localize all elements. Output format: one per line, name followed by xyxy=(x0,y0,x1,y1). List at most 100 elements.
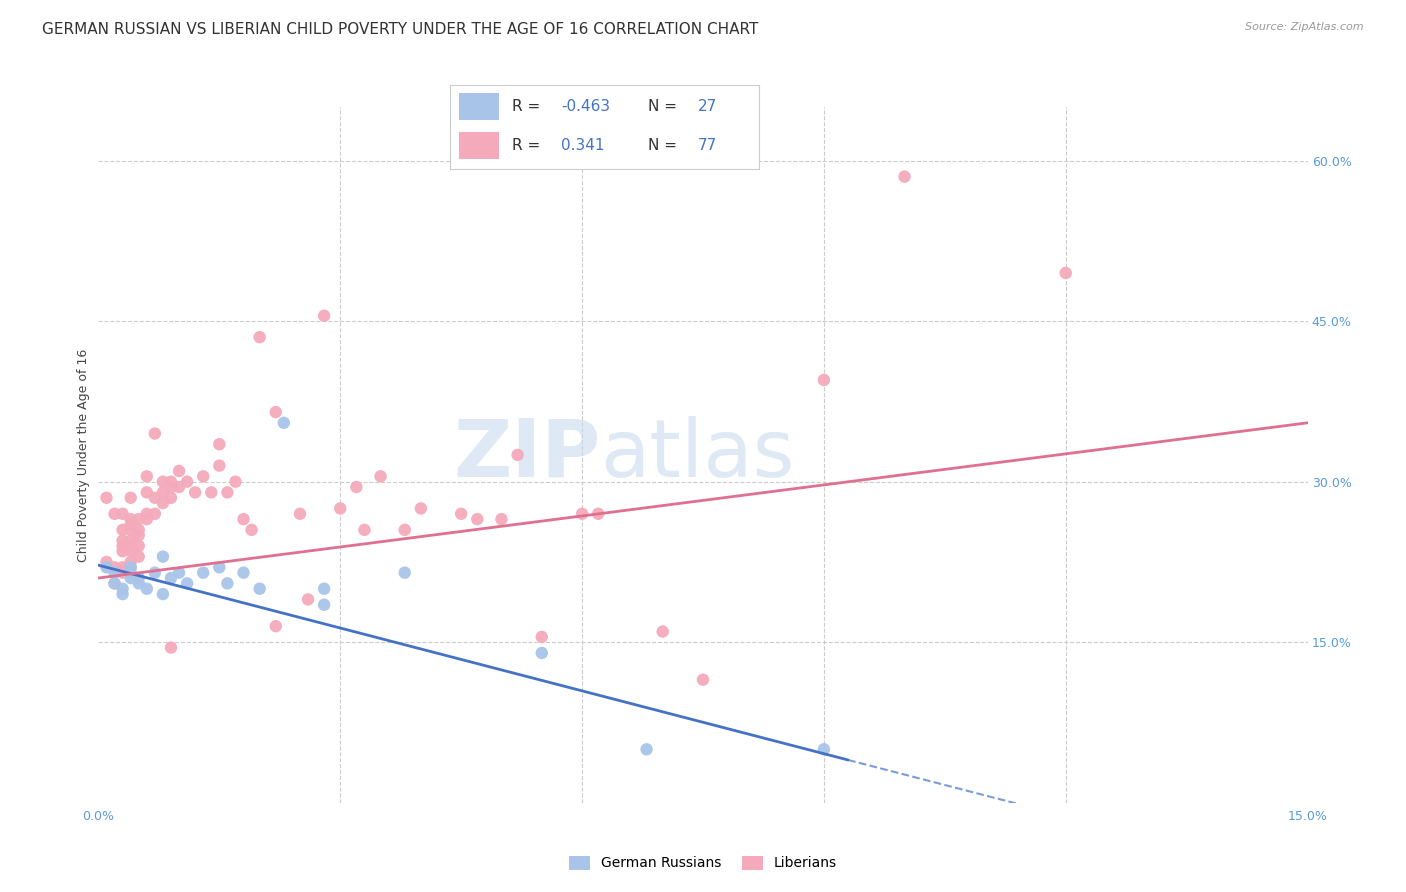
Point xyxy=(651,624,673,639)
Point xyxy=(111,523,134,537)
Point xyxy=(128,539,150,553)
Point xyxy=(200,485,222,500)
Point xyxy=(353,523,375,537)
Point xyxy=(160,491,183,505)
Text: 27: 27 xyxy=(697,99,717,114)
Point xyxy=(135,582,157,596)
Point xyxy=(288,507,311,521)
Point xyxy=(120,566,142,580)
Text: N =: N = xyxy=(648,138,682,153)
Point xyxy=(120,544,142,558)
Point xyxy=(120,571,142,585)
Point xyxy=(103,576,125,591)
Point xyxy=(314,582,336,596)
Text: N =: N = xyxy=(648,99,682,114)
Point xyxy=(208,458,231,473)
Point xyxy=(152,496,174,510)
Point xyxy=(184,485,207,500)
Point xyxy=(111,507,134,521)
Point xyxy=(813,742,835,756)
Point xyxy=(143,426,166,441)
Text: -0.463: -0.463 xyxy=(561,99,610,114)
Point xyxy=(120,555,142,569)
Point xyxy=(103,507,125,521)
Point xyxy=(240,523,263,537)
Point xyxy=(111,533,134,548)
Point xyxy=(232,566,254,580)
Point xyxy=(111,566,134,580)
Point xyxy=(96,555,118,569)
Point xyxy=(128,512,150,526)
Point xyxy=(344,480,367,494)
Point xyxy=(450,507,472,521)
Point xyxy=(1054,266,1077,280)
Point xyxy=(111,544,134,558)
Point xyxy=(692,673,714,687)
Point xyxy=(329,501,352,516)
Point xyxy=(160,475,183,489)
Point xyxy=(176,576,198,591)
Point xyxy=(120,560,142,574)
Point xyxy=(120,512,142,526)
Point xyxy=(143,491,166,505)
Point xyxy=(160,571,183,585)
Point xyxy=(160,640,183,655)
Point xyxy=(152,549,174,564)
Point xyxy=(96,560,118,574)
Point xyxy=(208,437,231,451)
Point xyxy=(193,566,215,580)
Point xyxy=(128,576,150,591)
Point xyxy=(167,566,190,580)
Y-axis label: Child Poverty Under the Age of 16: Child Poverty Under the Age of 16 xyxy=(77,348,90,562)
Point xyxy=(370,469,392,483)
Point xyxy=(135,512,157,526)
Point xyxy=(152,485,174,500)
Point xyxy=(394,566,416,580)
Point xyxy=(120,517,142,532)
Text: ZIP: ZIP xyxy=(453,416,600,494)
Point xyxy=(128,549,150,564)
Point xyxy=(103,576,125,591)
Point xyxy=(249,330,271,344)
Point xyxy=(143,507,166,521)
Point xyxy=(120,491,142,505)
Point xyxy=(111,587,134,601)
Point xyxy=(120,533,142,548)
Point xyxy=(120,539,142,553)
Point xyxy=(135,485,157,500)
Point xyxy=(120,523,142,537)
Point xyxy=(530,630,553,644)
Point xyxy=(208,560,231,574)
Point xyxy=(506,448,529,462)
Point xyxy=(128,571,150,585)
Point xyxy=(893,169,915,184)
Point xyxy=(571,507,593,521)
Point xyxy=(264,405,287,419)
Point xyxy=(636,742,658,756)
Point xyxy=(297,592,319,607)
Point xyxy=(135,469,157,483)
Point xyxy=(409,501,432,516)
Point xyxy=(813,373,835,387)
Point xyxy=(167,464,190,478)
Text: R =: R = xyxy=(512,99,546,114)
Point xyxy=(111,560,134,574)
Point xyxy=(103,566,125,580)
Point xyxy=(152,475,174,489)
Point xyxy=(491,512,513,526)
Text: 0.341: 0.341 xyxy=(561,138,605,153)
Point xyxy=(264,619,287,633)
Point xyxy=(111,539,134,553)
Text: 77: 77 xyxy=(697,138,717,153)
Point xyxy=(217,485,239,500)
Point xyxy=(394,523,416,537)
Point xyxy=(176,475,198,489)
Legend: German Russians, Liberians: German Russians, Liberians xyxy=(564,850,842,876)
Point xyxy=(128,528,150,542)
Text: atlas: atlas xyxy=(600,416,794,494)
Point xyxy=(217,576,239,591)
Point xyxy=(111,582,134,596)
Text: GERMAN RUSSIAN VS LIBERIAN CHILD POVERTY UNDER THE AGE OF 16 CORRELATION CHART: GERMAN RUSSIAN VS LIBERIAN CHILD POVERTY… xyxy=(42,22,759,37)
Point xyxy=(96,491,118,505)
Point xyxy=(167,480,190,494)
